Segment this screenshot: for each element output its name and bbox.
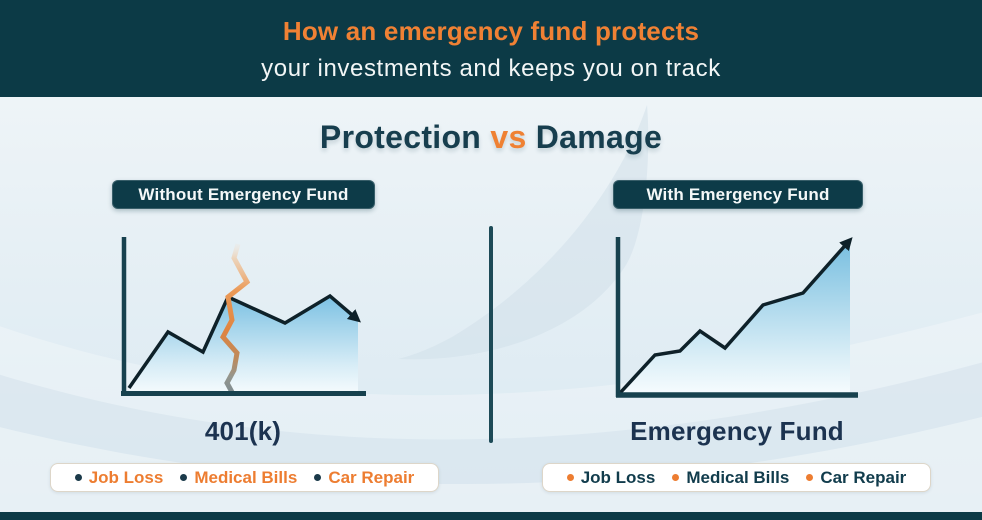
tag-label: Car Repair <box>820 467 907 487</box>
tag-label: Medical Bills <box>194 467 298 487</box>
emergency-fund-trend-line <box>618 237 853 395</box>
section-title-damage: Damage <box>535 119 663 155</box>
tag-car-repair: Car Repair <box>806 468 906 488</box>
bullet-icon <box>74 474 82 481</box>
bullet-icon <box>180 474 188 481</box>
bullet-icon <box>806 474 814 481</box>
tag-job-loss: Job Loss <box>74 467 164 488</box>
tag-medical-bills: Medical Bills <box>672 468 789 488</box>
401k-trend-chart <box>121 237 366 396</box>
tag-label: Car Repair <box>328 467 415 487</box>
badge-with-emergency-fund: With Emergency Fund <box>613 180 863 209</box>
footer-strip <box>0 512 982 520</box>
tag-label: Job Loss <box>88 467 164 487</box>
risk-tags-without-fund: Job Loss Medical Bills Car Repair <box>50 463 439 492</box>
panel-divider <box>489 226 493 443</box>
header-subtitle: your investments and keeps you on track <box>261 55 721 82</box>
section-title-protection: Protection <box>319 119 482 155</box>
tag-medical-bills: Medical Bills <box>180 468 297 488</box>
header-title: How an emergency fund protects <box>282 16 700 46</box>
401k-area-fill <box>129 296 358 393</box>
header-banner: How an emergency fund protects your inve… <box>0 0 982 97</box>
crack-icon <box>219 243 251 396</box>
risk-tags-with-fund: Job Loss Medical Bills Car Repair <box>542 463 931 492</box>
tag-label: Medical Bills <box>686 467 790 487</box>
bullet-icon <box>314 474 322 481</box>
section-title-vs: vs <box>490 119 527 155</box>
emergency-fund-area-fill <box>620 240 850 395</box>
bullet-icon <box>672 474 680 481</box>
emergency-fund-trend-chart <box>615 237 858 398</box>
tag-job-loss: Job Loss <box>566 467 656 488</box>
label-emergency-fund: Emergency Fund <box>630 416 844 446</box>
badge-without-emergency-fund: Without Emergency Fund <box>112 180 375 209</box>
label-401k: 401(k) <box>204 416 282 446</box>
tag-car-repair: Car Repair <box>314 468 414 488</box>
bullet-icon <box>566 474 574 481</box>
tag-label: Job Loss <box>580 467 656 487</box>
section-title: Protection vs Damage <box>0 119 982 156</box>
